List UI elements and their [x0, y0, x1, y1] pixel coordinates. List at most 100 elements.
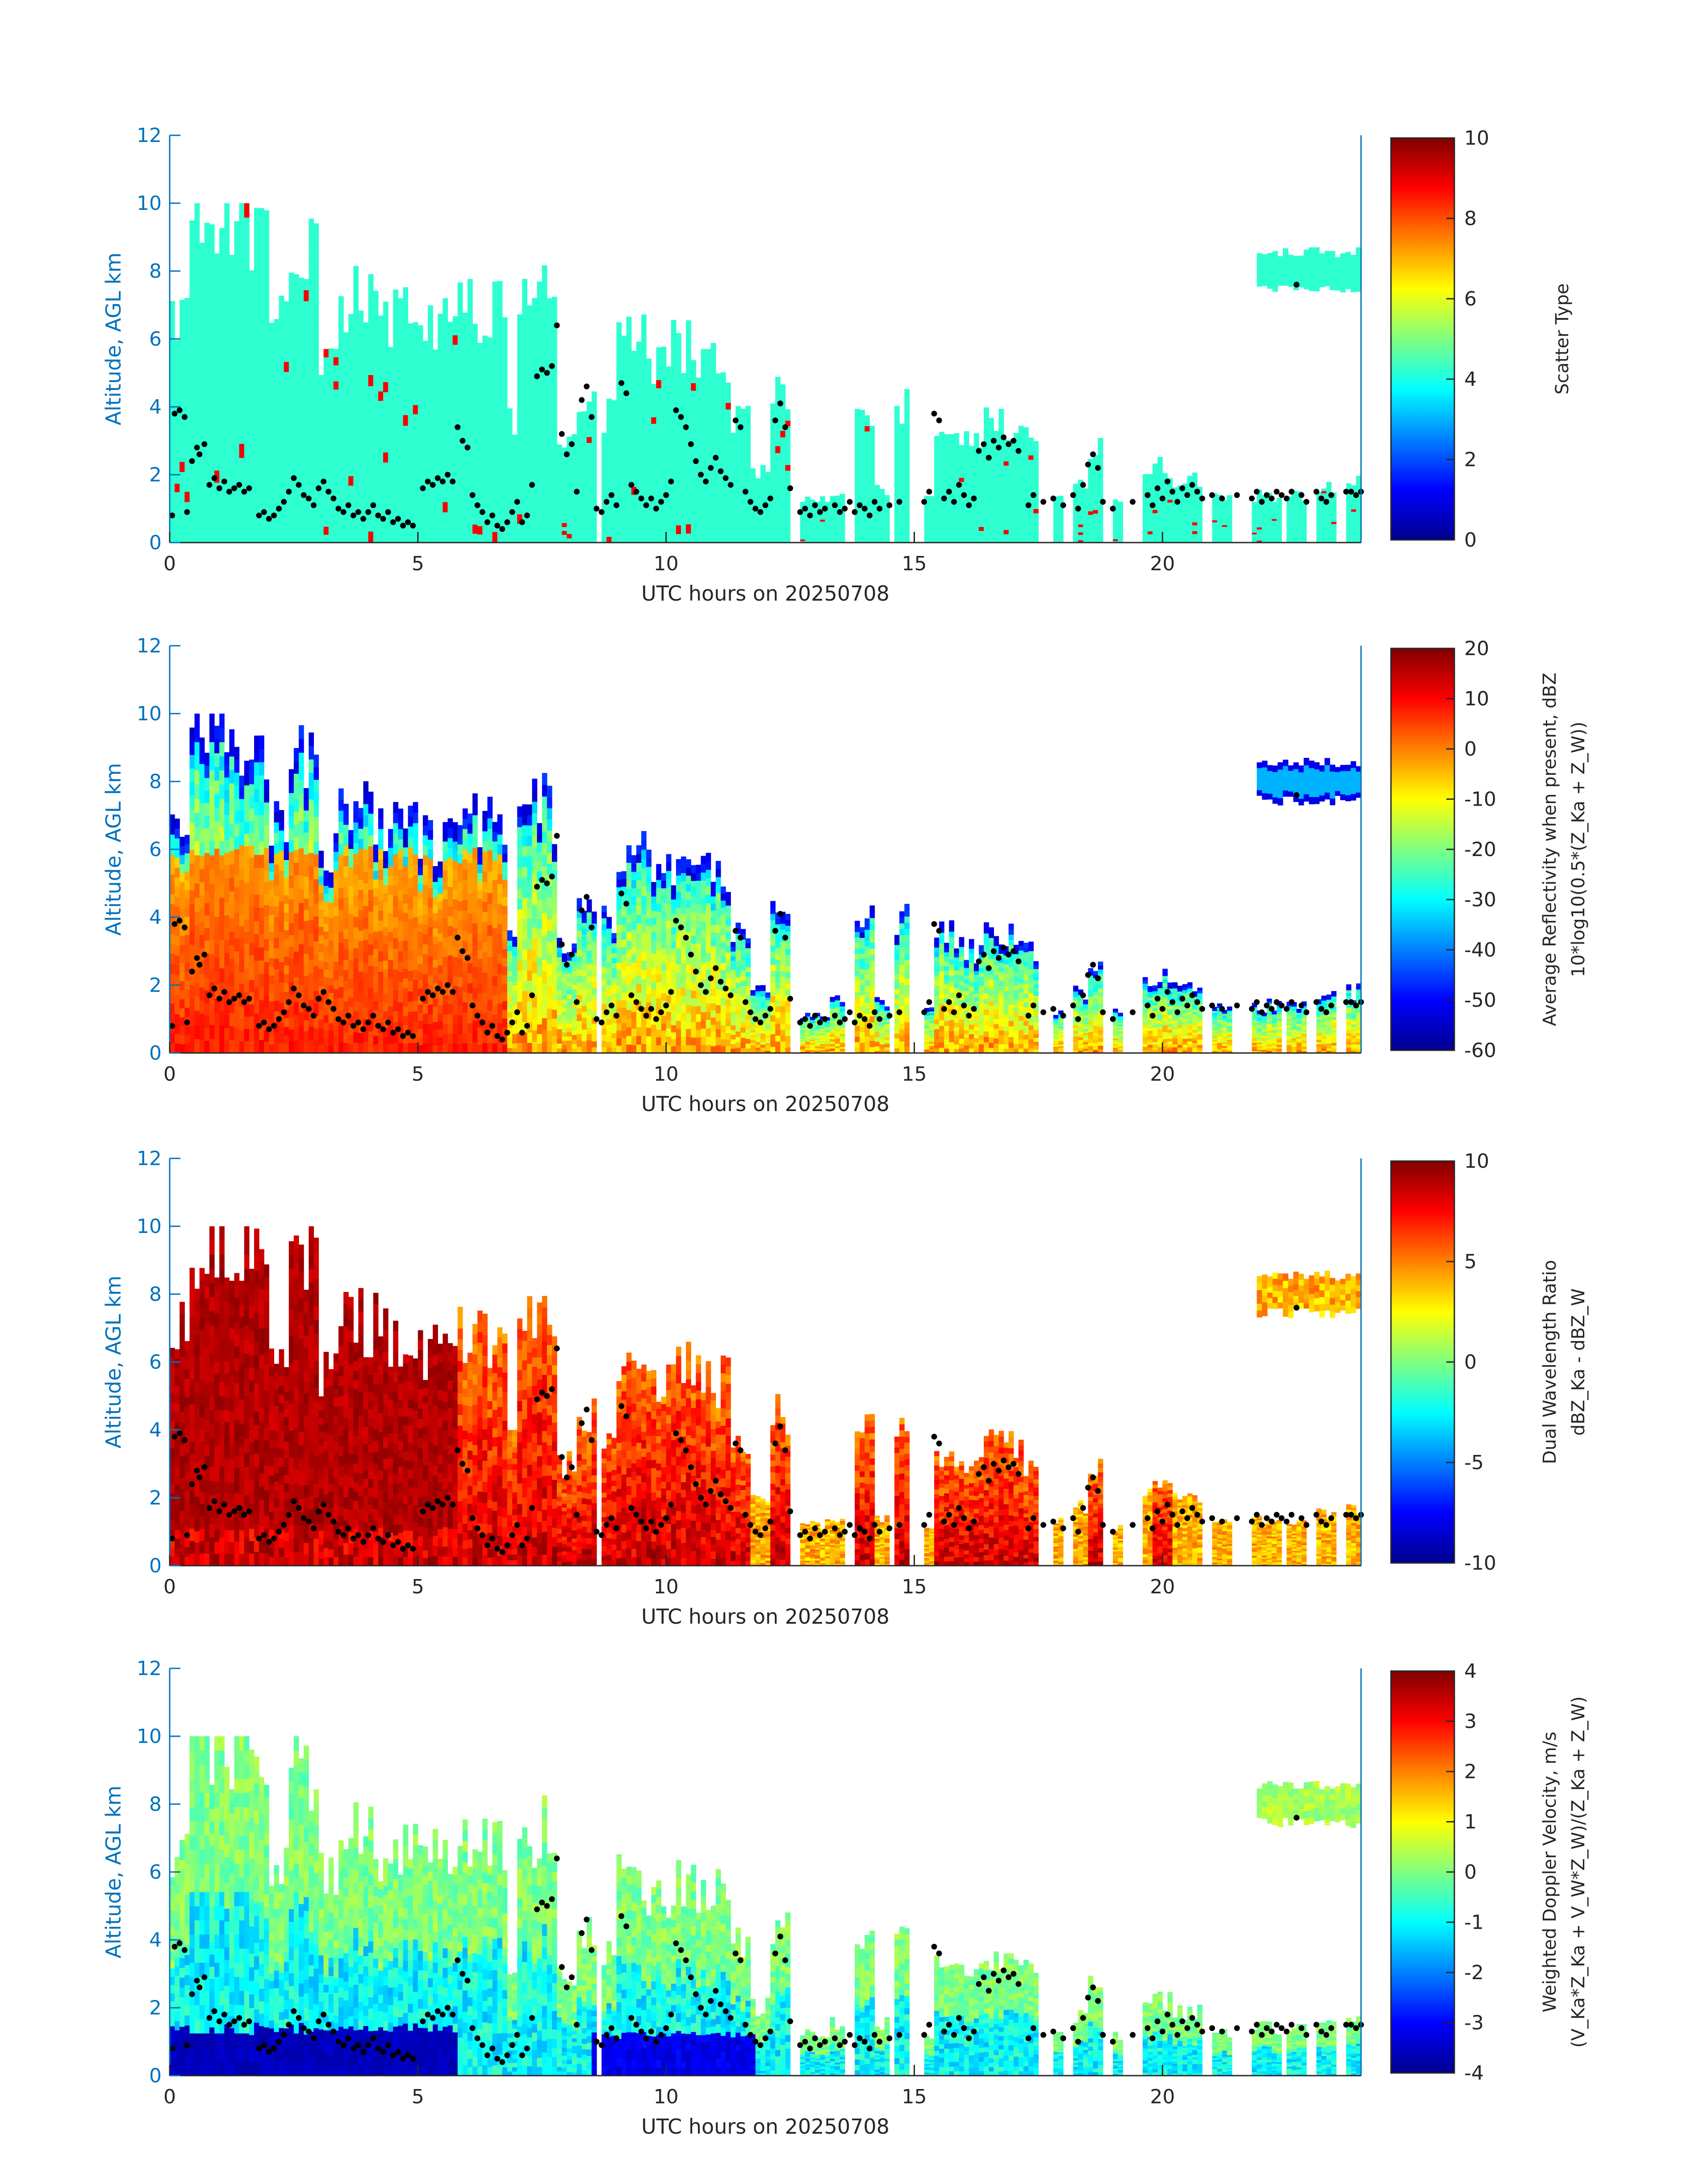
echo-cell: [973, 529, 979, 534]
echo-cell: [318, 389, 324, 397]
echo-cell: [507, 430, 513, 437]
echo-cell: [388, 355, 393, 364]
echo-cell: [651, 423, 656, 430]
echo-cell: [979, 495, 984, 499]
echo-cell: [1252, 541, 1257, 543]
echo-cell: [288, 452, 294, 464]
echo-cell: [646, 519, 651, 528]
echo-cell: [1261, 531, 1267, 533]
echo-cell: [502, 336, 508, 346]
echo-cell: [646, 420, 651, 428]
echo-cell: [1316, 502, 1322, 505]
echo-cell: [934, 493, 940, 498]
echo-cell: [666, 403, 672, 411]
echo-cell: [760, 475, 766, 478]
echo-cell: [482, 482, 488, 491]
echo-cell: [502, 411, 508, 421]
echo-cell: [765, 489, 771, 493]
echo-cell: [646, 435, 651, 443]
echo-cell: [696, 412, 702, 419]
echo-cell: [929, 506, 935, 508]
echo-cell: [681, 458, 686, 465]
echo-cell: [710, 534, 716, 543]
echo-cell: [750, 487, 756, 490]
echo-cell: [785, 448, 791, 454]
echo-cell: [611, 424, 617, 430]
echo-cell: [899, 473, 905, 479]
echo-cell: [443, 389, 448, 401]
echo-cell: [1296, 497, 1302, 500]
echo-cell: [284, 301, 289, 312]
echo-cell: [1346, 532, 1352, 535]
echo-cell: [1271, 518, 1277, 521]
echo-cell: [1217, 540, 1223, 543]
echo-cell: [1148, 517, 1153, 520]
echo-cell: [388, 534, 393, 543]
echo-cell: [973, 465, 979, 470]
echo-cell: [606, 536, 612, 543]
echo-cell: [884, 514, 890, 517]
echo-cell: [1008, 504, 1014, 509]
echo-cell: [855, 431, 860, 437]
echo-cell: [835, 519, 840, 522]
echo-cell: [626, 495, 632, 506]
echo-cell: [1252, 505, 1257, 507]
echo-cell: [735, 480, 741, 486]
echo-cell: [964, 524, 969, 529]
echo-cell: [989, 516, 994, 522]
echo-cell: [825, 512, 831, 514]
echo-cell: [686, 394, 691, 404]
echo-cell: [835, 501, 840, 504]
echo-cell: [502, 345, 508, 355]
echo-cell: [661, 534, 667, 543]
echo-cell: [567, 437, 572, 442]
echo-cell: [239, 344, 245, 359]
echo-cell: [462, 341, 468, 351]
echo-cell: [532, 512, 538, 522]
echo-cell: [1167, 515, 1173, 519]
echo-cell: [720, 472, 726, 479]
echo-cell: [646, 389, 651, 397]
echo-cell: [249, 440, 255, 452]
echo-cell: [994, 528, 999, 534]
echo-cell: [284, 422, 289, 433]
echo-cell: [696, 453, 702, 460]
echo-cell: [363, 487, 369, 497]
echo-cell: [1113, 505, 1118, 507]
echo-cell: [209, 397, 215, 410]
echo-cell: [393, 468, 398, 480]
echo-cell: [1172, 535, 1178, 539]
echo-cell: [487, 508, 493, 518]
echo-cell: [879, 522, 885, 525]
echo-cell: [274, 514, 280, 524]
echo-cell: [512, 493, 518, 498]
echo-cell: [860, 498, 865, 504]
echo-cell: [681, 465, 686, 472]
echo-cell: [839, 502, 845, 505]
echo-cell: [199, 305, 205, 318]
echo-cell: [433, 446, 438, 455]
echo-cell: [691, 421, 696, 429]
echo-cell: [586, 478, 592, 484]
echo-cell: [343, 393, 349, 403]
echo-cell: [264, 266, 269, 280]
echo-cell: [855, 464, 860, 471]
echo-cell: [343, 428, 349, 438]
echo-cell: [839, 514, 845, 517]
echo-cell: [393, 500, 398, 511]
echo-cell: [343, 525, 349, 534]
echo-cell: [1162, 514, 1168, 517]
echo-cell: [219, 477, 225, 491]
echo-cell: [1217, 502, 1223, 505]
echo-cell: [775, 480, 781, 488]
echo-cell: [353, 301, 359, 313]
echo-cell: [621, 430, 627, 439]
echo-cell: [452, 467, 458, 477]
echo-cell: [557, 514, 562, 518]
echo-cell: [284, 492, 289, 503]
echo-cell: [755, 516, 761, 519]
echo-cell: [527, 364, 533, 375]
echo-cell: [264, 210, 269, 225]
echo-cell: [418, 361, 423, 371]
echo-cell: [726, 536, 731, 543]
